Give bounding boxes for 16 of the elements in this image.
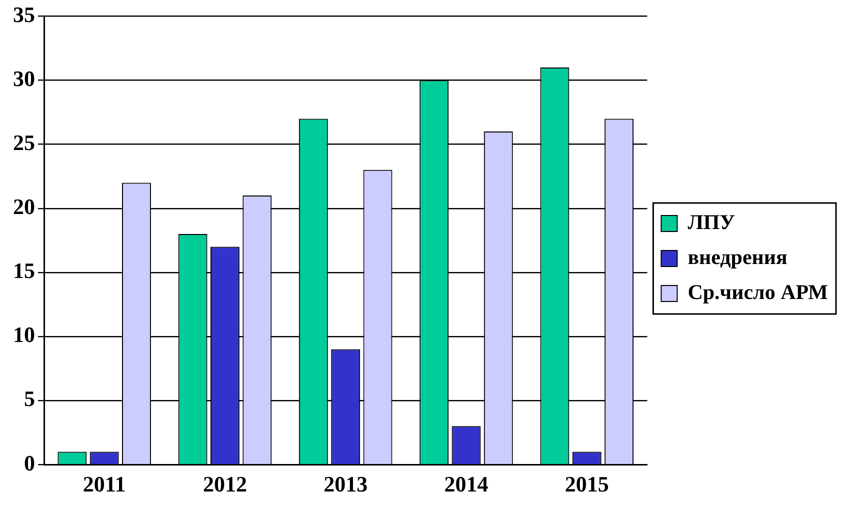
y-tick-label: 10: [13, 322, 35, 348]
x-tick-label: 2012: [202, 471, 247, 496]
x-tick-label: 2011: [82, 471, 126, 496]
legend-label: ЛПУ: [688, 210, 736, 234]
x-tick-label: 2013: [324, 471, 368, 496]
y-tick-label: 25: [13, 130, 35, 155]
y-tick-label: 15: [13, 258, 35, 284]
legend-label: Ср.число АРМ: [688, 280, 828, 304]
y-tick-label: 5: [24, 386, 35, 412]
x-tick-label: 2014: [444, 471, 488, 496]
x-tick-label: 2015: [564, 471, 609, 496]
legend-label: внедрения: [688, 244, 788, 269]
y-tick-label: 35: [13, 2, 35, 27]
y-tick-label: 0: [24, 450, 35, 476]
y-tick-label: 30: [13, 66, 35, 91]
y-tick-label: 20: [13, 194, 35, 220]
